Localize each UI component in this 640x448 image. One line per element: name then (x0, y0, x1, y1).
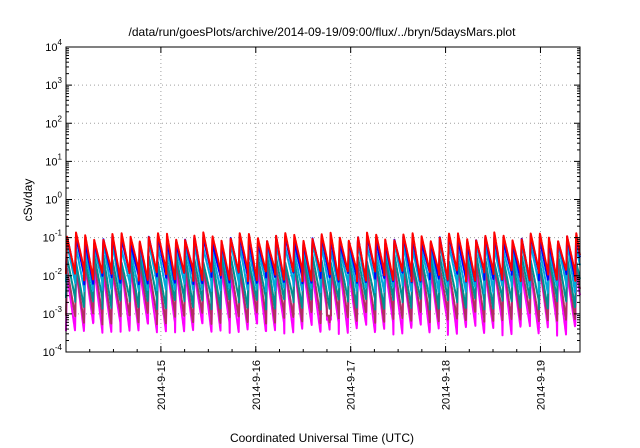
y-tick-label: 10-1 (43, 229, 63, 245)
x-axis: 2014-9-15 2014-9-16 2014-9-17 2014-9-18 2014… (65, 47, 565, 410)
y-tick-label: 103 (45, 76, 62, 92)
chart-title: /data/run/goesPlots/archive/2014-09-19/0… (129, 25, 517, 39)
y-tick-label: 10-4 (43, 343, 63, 359)
y-axis-label: cSv/day (21, 179, 35, 222)
x-tick-label: 2014-9-15 (156, 360, 168, 410)
x-tick-label: 2014-9-17 (346, 360, 358, 410)
series-group (65, 231, 581, 337)
y-tick-label: 10-2 (43, 267, 63, 283)
y-axis: 10-4 10-3 10-2 10-1 100 101 102 103 104 (43, 38, 580, 359)
x-tick-label: 2014-9-19 (535, 360, 547, 410)
x-tick-label: 2014-9-16 (251, 360, 263, 410)
series-line (65, 231, 581, 283)
y-tick-label: 101 (45, 152, 62, 168)
y-tick-label: 100 (45, 191, 62, 207)
x-tick-label: 2014-9-18 (441, 360, 453, 410)
y-tick-label: 104 (45, 38, 62, 54)
y-tick-label: 102 (45, 114, 62, 130)
x-axis-label: Coordinated Universal Time (UTC) (230, 431, 414, 445)
y-tick-label: 10-3 (43, 305, 63, 321)
